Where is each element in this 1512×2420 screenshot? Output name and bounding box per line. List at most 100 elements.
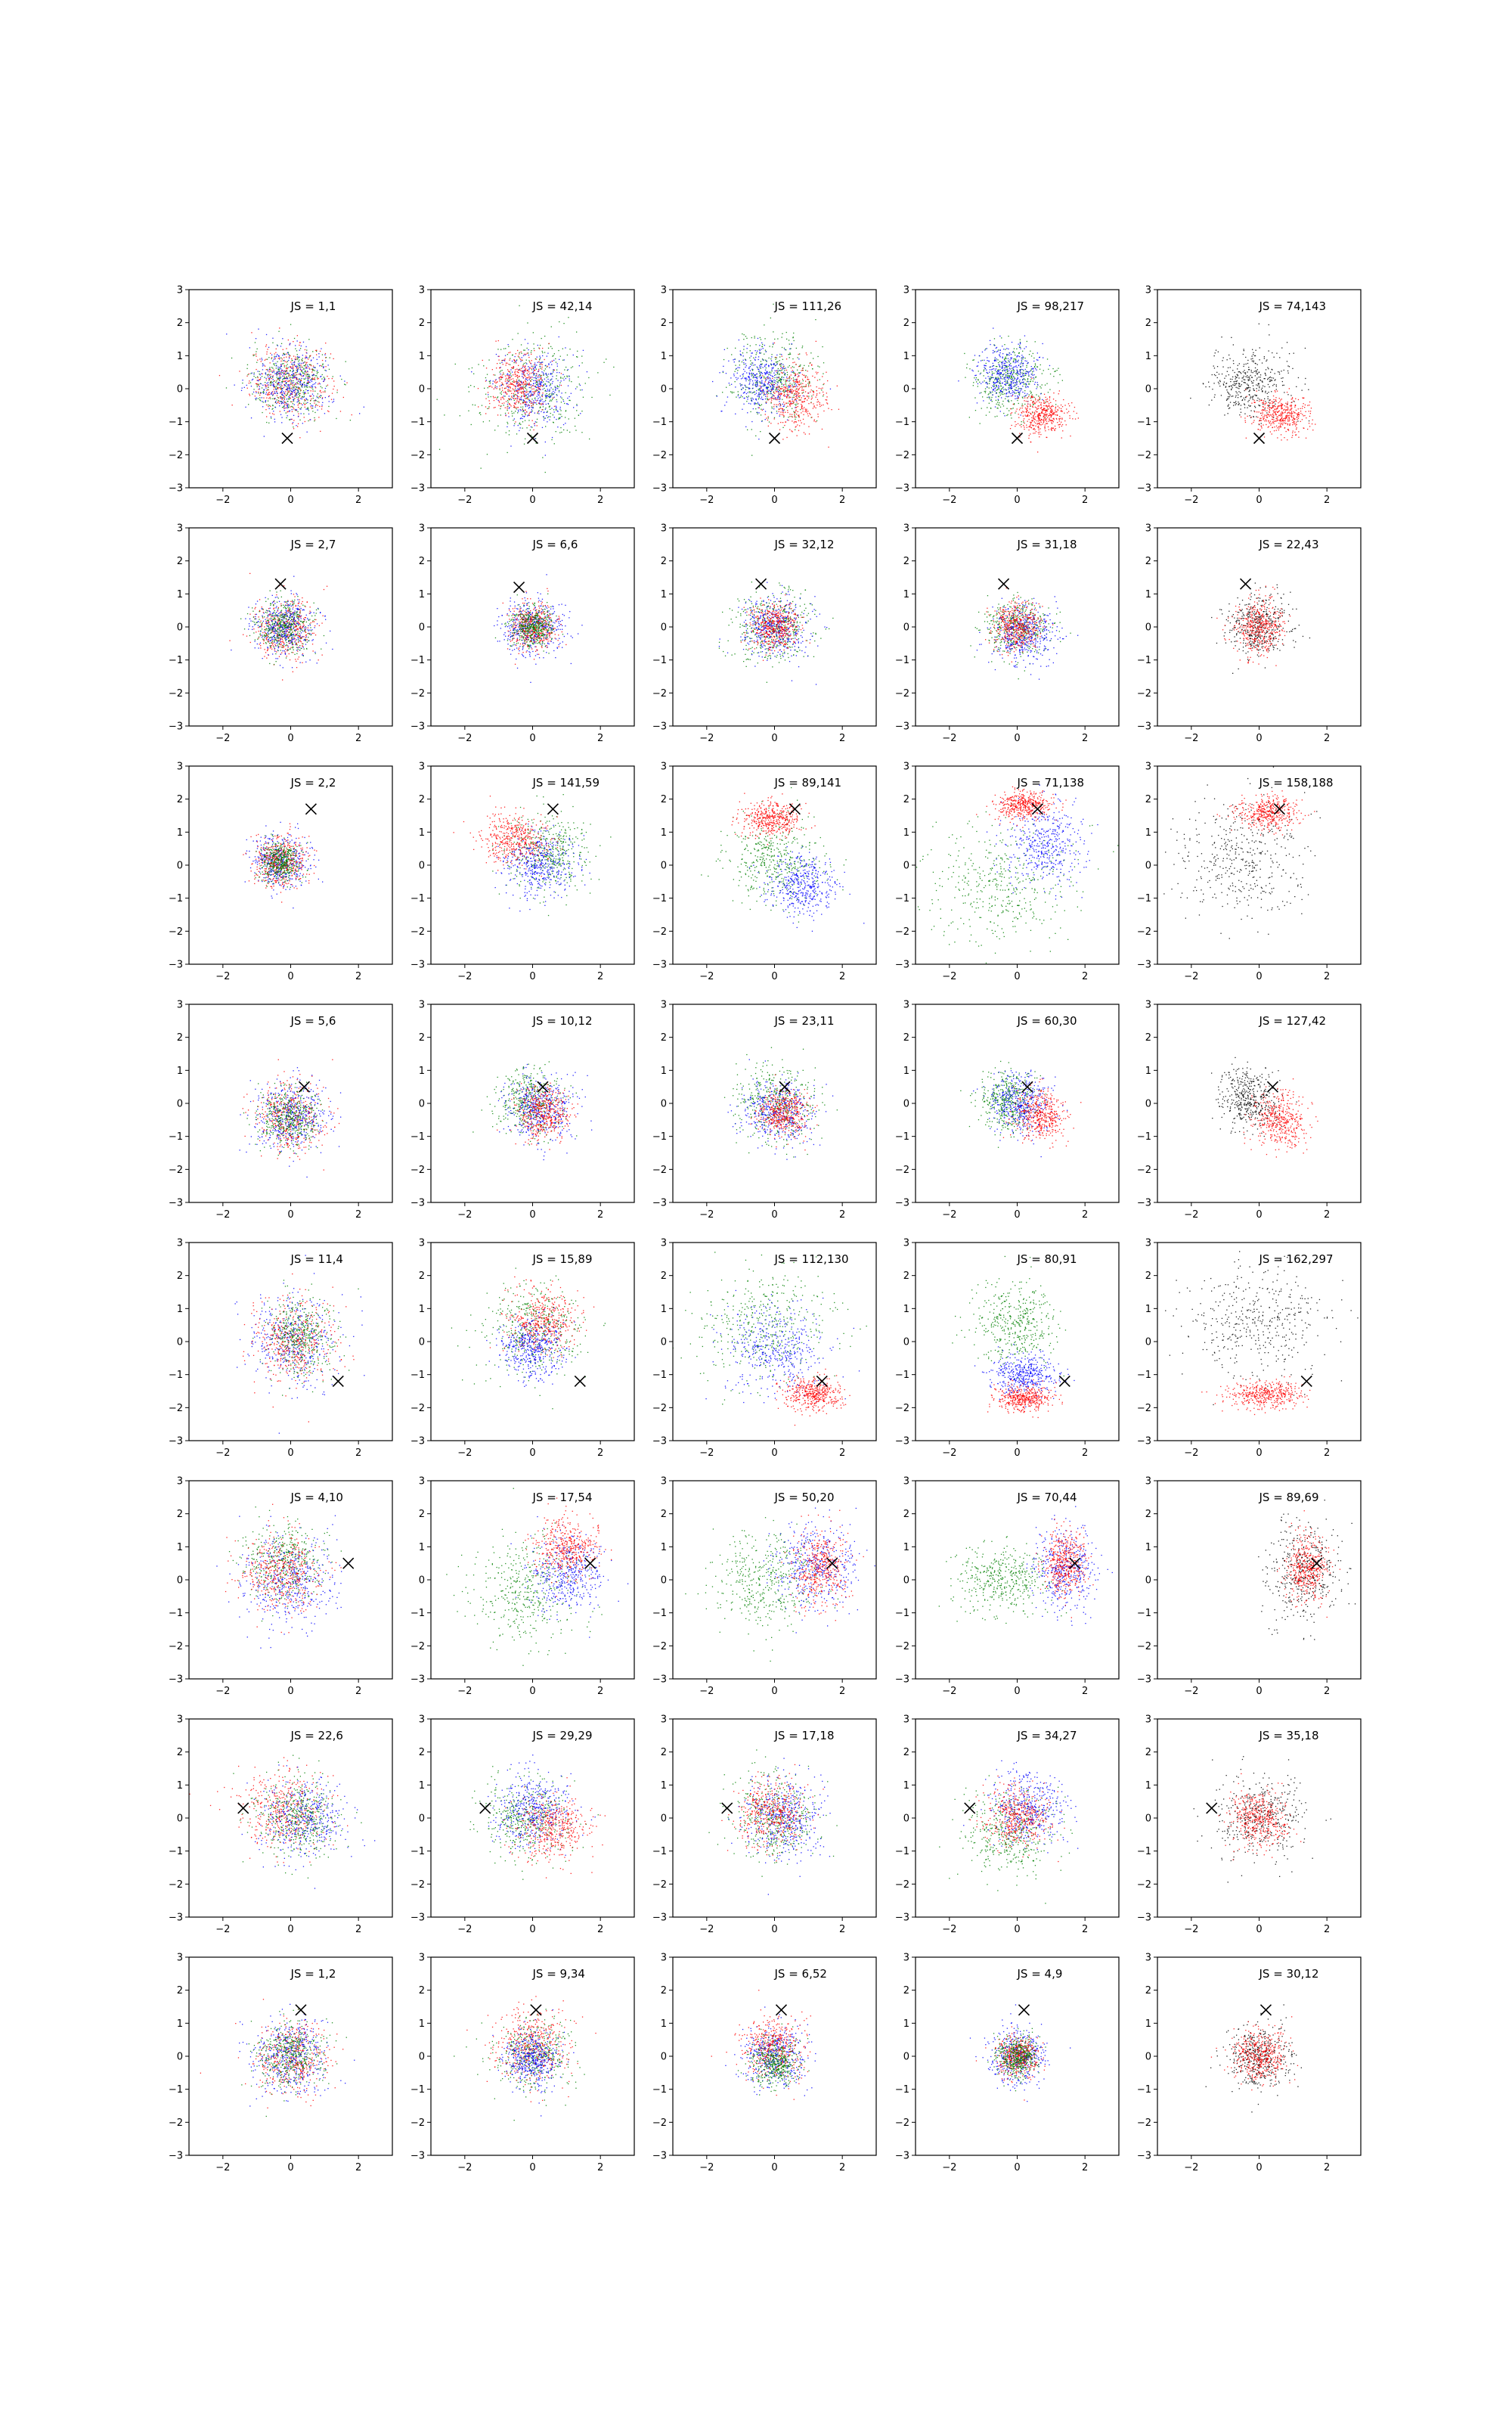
point-green (308, 339, 310, 340)
point-red (536, 390, 538, 392)
point-green (799, 399, 801, 401)
point-blue (1000, 390, 1002, 392)
point-red (1033, 421, 1035, 423)
point-red (517, 371, 519, 373)
point-red (1058, 418, 1061, 420)
point-red (801, 401, 803, 402)
point-red (320, 430, 321, 432)
point-red (802, 418, 804, 420)
point-green (578, 414, 579, 416)
point-red (767, 425, 769, 427)
point-green (535, 378, 537, 380)
point-green (990, 387, 993, 389)
point-green (556, 375, 557, 377)
point-red (539, 379, 541, 380)
point-green (1015, 392, 1017, 394)
point-green (538, 347, 540, 349)
point-blue (306, 431, 308, 433)
point-green (292, 386, 293, 388)
point-blue (774, 374, 776, 376)
point-red (514, 360, 516, 361)
point-blue (302, 374, 305, 377)
point-red (494, 381, 496, 383)
point-green (488, 420, 491, 422)
point-green (789, 353, 792, 355)
point-red (328, 411, 330, 412)
point-green (782, 427, 784, 428)
point-green (1056, 370, 1058, 371)
point-red (782, 411, 783, 413)
point-blue (984, 365, 986, 366)
point-green (1011, 417, 1012, 419)
point-green (730, 391, 732, 392)
point-red (812, 375, 813, 377)
point-green (759, 337, 761, 339)
point-green (562, 377, 564, 379)
point-blue (547, 402, 549, 405)
point-green (1013, 348, 1015, 349)
point-red (259, 394, 261, 396)
point-green (991, 396, 993, 399)
point-green (1019, 381, 1021, 383)
point-blue (770, 397, 772, 399)
point-red (789, 400, 790, 402)
point-green (766, 361, 767, 362)
point-green (536, 383, 538, 385)
point-red (774, 392, 776, 394)
point-blue (288, 359, 290, 361)
point-green (985, 390, 987, 392)
point-red (770, 398, 772, 399)
point-green (785, 380, 786, 383)
point-green (270, 384, 271, 386)
point-blue (300, 381, 302, 383)
point-blue (307, 380, 308, 382)
point-green (735, 347, 736, 349)
point-green (259, 371, 260, 372)
point-blue (569, 378, 570, 380)
point-red (785, 387, 787, 389)
point-blue (280, 398, 282, 399)
point-red (798, 420, 799, 421)
point-green (783, 390, 785, 392)
point-red (764, 381, 766, 383)
point-blue (783, 377, 785, 378)
point-red (312, 369, 314, 371)
point-blue (518, 411, 519, 412)
point-red (307, 371, 308, 373)
point-red (1028, 418, 1030, 420)
point-blue (989, 371, 990, 373)
point-red (513, 380, 515, 382)
point-green (774, 365, 776, 367)
point-blue (795, 384, 798, 386)
point-green (1006, 414, 1008, 417)
point-red (286, 348, 287, 349)
point-blue (324, 378, 325, 380)
point-green (774, 389, 776, 391)
point-green (1018, 388, 1019, 389)
point-blue (757, 350, 758, 352)
point-green (1044, 417, 1046, 418)
point-red (1032, 411, 1033, 413)
point-red (813, 406, 815, 408)
point-red (817, 416, 819, 417)
point-red (498, 405, 500, 406)
point-blue (742, 392, 745, 394)
point-blue (531, 372, 534, 374)
point-green (305, 375, 307, 377)
x-tick-label: 2 (597, 495, 603, 506)
point-blue (548, 363, 550, 365)
point-blue (743, 368, 745, 371)
point-red (1037, 414, 1039, 416)
point-green (546, 392, 547, 395)
point-green (535, 389, 538, 390)
point-red (498, 355, 500, 357)
point-blue (333, 401, 335, 402)
point-red (1043, 408, 1045, 409)
point-green (785, 349, 787, 351)
point-blue (994, 390, 996, 392)
point-blue (740, 395, 742, 396)
point-green (793, 332, 795, 334)
point-blue (302, 423, 303, 424)
point-blue (245, 406, 246, 408)
point-red (519, 387, 522, 389)
